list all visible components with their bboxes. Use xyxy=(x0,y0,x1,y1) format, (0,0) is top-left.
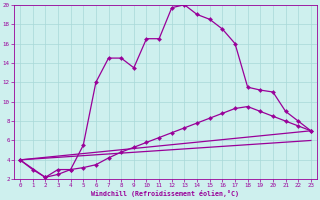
X-axis label: Windchill (Refroidissement éolien,°C): Windchill (Refroidissement éolien,°C) xyxy=(92,190,239,197)
